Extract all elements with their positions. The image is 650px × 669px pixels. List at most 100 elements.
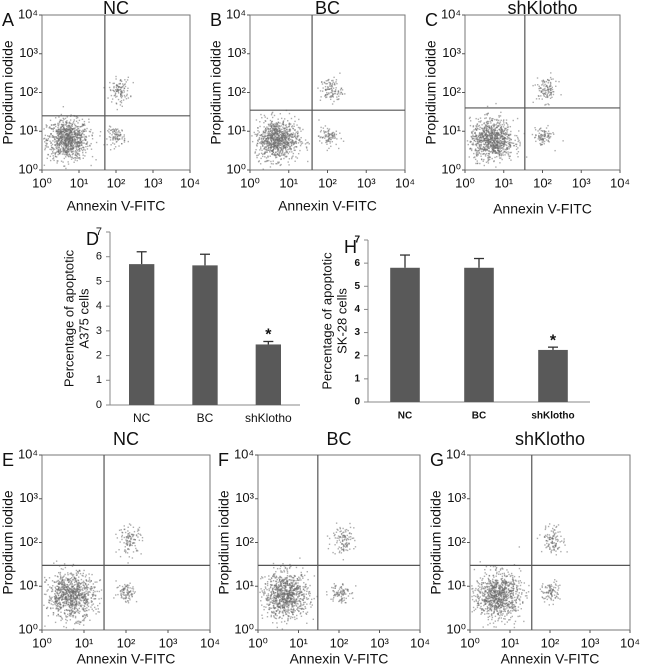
event-dot bbox=[548, 136, 550, 138]
event-dot bbox=[281, 154, 283, 156]
event-dot bbox=[61, 123, 64, 126]
event-dot bbox=[129, 587, 131, 589]
event-dot bbox=[481, 124, 483, 126]
event-dot bbox=[79, 570, 81, 572]
event-dot bbox=[270, 614, 272, 617]
event-dot bbox=[80, 142, 82, 144]
event-dot bbox=[71, 607, 74, 610]
event-dot bbox=[493, 160, 495, 162]
event-dot bbox=[116, 137, 119, 140]
event-dot bbox=[542, 88, 545, 91]
event-dot bbox=[276, 163, 278, 165]
event-dot bbox=[98, 611, 101, 613]
event-dot bbox=[62, 594, 64, 597]
event-dot bbox=[267, 147, 270, 149]
event-dot bbox=[496, 121, 499, 124]
event-dot bbox=[76, 608, 79, 611]
event-dot bbox=[114, 137, 116, 139]
event-dot bbox=[488, 129, 490, 131]
event-dot bbox=[68, 137, 71, 140]
event-dot bbox=[258, 131, 260, 133]
event-dot bbox=[332, 81, 334, 83]
event-dot bbox=[551, 96, 553, 98]
event-dot bbox=[45, 139, 47, 142]
event-dot bbox=[121, 136, 123, 138]
event-dot bbox=[290, 581, 292, 584]
event-dot bbox=[63, 581, 65, 583]
event-dot bbox=[73, 146, 75, 148]
event-dot bbox=[65, 622, 67, 624]
event-dot bbox=[502, 143, 505, 145]
event-dot bbox=[279, 122, 281, 124]
x-tick-label: shKlotho bbox=[245, 411, 292, 425]
event-dot bbox=[294, 136, 297, 138]
event-dot bbox=[277, 153, 280, 156]
event-dot bbox=[541, 135, 543, 137]
event-dot bbox=[325, 134, 328, 136]
event-dot bbox=[85, 143, 87, 145]
event-dot bbox=[75, 151, 78, 153]
event-dot bbox=[273, 128, 276, 131]
event-dot bbox=[128, 535, 131, 537]
event-dot bbox=[71, 585, 73, 587]
event-dot bbox=[121, 95, 123, 98]
event-dot bbox=[531, 133, 534, 136]
event-dot bbox=[53, 562, 55, 564]
event-dot bbox=[127, 535, 129, 537]
event-dot bbox=[534, 136, 537, 138]
event-dot bbox=[290, 141, 292, 143]
event-dot bbox=[544, 133, 546, 135]
event-dot bbox=[66, 588, 69, 590]
event-dot bbox=[283, 587, 285, 589]
event-dot bbox=[511, 142, 513, 144]
event-dot bbox=[294, 618, 296, 621]
event-dot bbox=[328, 81, 330, 84]
event-dot bbox=[320, 126, 322, 129]
event-dot bbox=[64, 153, 66, 156]
event-dot bbox=[329, 137, 331, 139]
event-dot bbox=[283, 571, 286, 573]
event-dot bbox=[110, 101, 113, 103]
event-dot bbox=[75, 588, 78, 591]
event-dot bbox=[84, 155, 86, 157]
event-dot bbox=[289, 599, 292, 601]
event-dot bbox=[78, 134, 81, 136]
event-dot bbox=[125, 537, 128, 539]
event-dot bbox=[80, 599, 82, 601]
event-dot bbox=[120, 100, 123, 102]
event-dot bbox=[502, 147, 505, 149]
event-dot bbox=[52, 157, 55, 159]
event-dot bbox=[283, 153, 285, 155]
event-dot bbox=[259, 121, 261, 123]
event-dot bbox=[57, 126, 59, 129]
event-dot bbox=[96, 590, 98, 593]
event-dot bbox=[84, 137, 86, 139]
event-dot bbox=[61, 150, 63, 153]
event-dot bbox=[279, 150, 282, 152]
event-dot bbox=[317, 87, 319, 89]
event-dot bbox=[118, 131, 120, 133]
event-dot bbox=[127, 97, 130, 99]
event-dot bbox=[264, 152, 266, 154]
event-dot bbox=[266, 143, 268, 145]
event-dot bbox=[64, 149, 66, 152]
event-dot bbox=[260, 147, 262, 150]
event-dot bbox=[48, 602, 51, 604]
event-dot bbox=[291, 151, 293, 153]
event-dot bbox=[275, 123, 277, 125]
event-dot bbox=[269, 146, 272, 148]
event-dot bbox=[126, 589, 128, 592]
event-dot bbox=[276, 152, 279, 155]
event-dot bbox=[534, 137, 536, 139]
event-dot bbox=[483, 152, 485, 155]
event-dot bbox=[71, 123, 74, 126]
event-dot bbox=[275, 162, 277, 165]
event-dot bbox=[328, 128, 331, 130]
event-dot bbox=[132, 551, 135, 553]
event-dot bbox=[298, 576, 300, 578]
event-dot bbox=[90, 588, 93, 590]
event-dot bbox=[477, 147, 480, 149]
event-dot bbox=[116, 88, 118, 90]
event-dot bbox=[61, 134, 63, 137]
event-dot bbox=[84, 588, 86, 590]
